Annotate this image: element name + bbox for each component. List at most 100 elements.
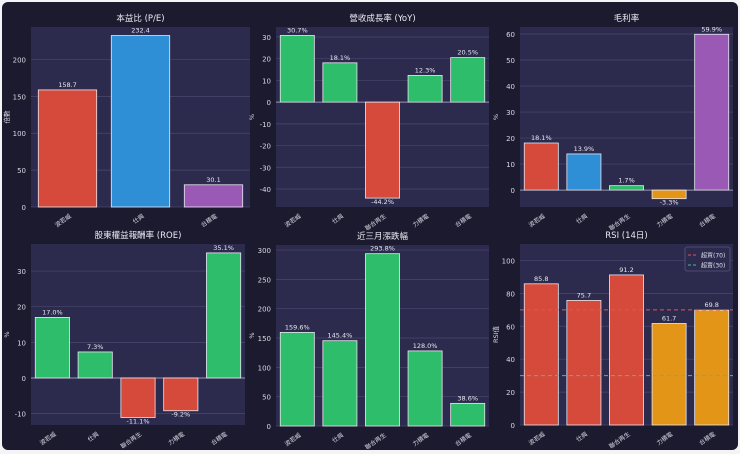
y-tick-label: 50 <box>506 57 515 65</box>
y-axis-label: % <box>248 114 256 120</box>
y-tick-label: -10 <box>260 121 271 129</box>
x-tick-label: 力積電 <box>167 430 186 447</box>
data-label: 145.4% <box>328 332 353 340</box>
chart-title: 毛利率 <box>614 13 640 24</box>
data-label: 75.7 <box>577 291 591 299</box>
y-tick-label: 30 <box>17 268 26 276</box>
x-tick-label: 力積電 <box>655 212 674 229</box>
data-label: 20.5% <box>457 49 478 57</box>
y-tick-label: 50 <box>262 394 271 402</box>
y-tick-label: 20 <box>17 304 26 312</box>
y-tick-label: -10 <box>15 411 26 419</box>
x-tick-label: 仕興 <box>575 430 589 443</box>
x-tick-label: 仕興 <box>86 430 100 443</box>
bar <box>523 283 559 426</box>
legend-entry: 超賣(30) <box>701 262 725 270</box>
y-tick-label: 300 <box>258 247 271 255</box>
bar <box>34 316 70 379</box>
y-tick-label: 60 <box>506 31 515 39</box>
y-tick-label: 0 <box>22 204 26 212</box>
data-label: 61.7 <box>662 314 676 322</box>
bar <box>365 101 400 199</box>
x-tick-label: 聯合再生 <box>363 431 387 451</box>
data-label: 69.8 <box>704 301 718 309</box>
bar <box>322 340 358 427</box>
x-tick-label: 聯合再生 <box>607 212 631 232</box>
y-tick-label: 0 <box>511 422 515 430</box>
legend-entry: 超買(70) <box>701 252 725 260</box>
bar <box>365 253 400 427</box>
x-tick-label: 聯合再生 <box>363 212 387 232</box>
y-tick-label: 250 <box>258 276 271 284</box>
y-tick-label: 0 <box>267 423 271 431</box>
data-label: 17.0% <box>42 308 63 316</box>
data-label: 158.7 <box>58 81 77 89</box>
data-label: 159.6% <box>285 323 310 331</box>
y-tick-label: 50 <box>17 167 26 175</box>
bar <box>322 62 358 103</box>
chart-panel-2: 0 10 20 30 40 50 60 毛利率% 18.1% 波若威 13.9% 仕興 1.7% 聯合再生… <box>492 13 733 232</box>
y-tick-label: 150 <box>258 335 271 343</box>
y-tick-label: 10 <box>17 339 26 347</box>
y-tick-label: 80 <box>506 290 515 298</box>
bar <box>609 185 644 191</box>
y-tick-label: 30 <box>506 109 515 117</box>
chart-panel-0: 0 50 100 150 200 本益比 (P/E) 倍數 158.7 波若威 232.4 仕興 30… <box>2 13 250 229</box>
data-label: -44.2% <box>371 198 394 206</box>
y-tick-label: 100 <box>13 130 26 138</box>
y-tick-label: 0 <box>511 187 515 195</box>
data-label: 232.4 <box>131 27 150 35</box>
y-tick-label: 10 <box>506 161 515 169</box>
data-label: -11.1% <box>127 418 150 426</box>
chart-title: 營收成長率 (YoY) <box>349 13 415 24</box>
y-axis-label: 倍數 <box>2 110 11 124</box>
x-tick-label: 波若威 <box>527 212 546 229</box>
bar <box>407 350 443 427</box>
x-tick-label: 力積電 <box>655 430 674 447</box>
chart-title: 近三月漲跌幅 <box>357 231 409 242</box>
data-label: 128.0% <box>413 342 438 350</box>
x-tick-label: 台積電 <box>454 431 473 448</box>
bar <box>279 331 315 427</box>
bar <box>651 323 687 426</box>
chart-panel-4: 0 50 100 150 200 250 300 近三月漲跌幅% 159.6% 波若威 145.4%… <box>248 231 489 451</box>
data-label: 12.3% <box>415 66 436 74</box>
y-tick-label: 30 <box>262 34 271 42</box>
data-label: 35.1% <box>213 244 234 252</box>
chart-panel-1: -40 -30 -20 -10 0 10 20 30 營收成長率 (YoY)% 30.7% 波若威 1… <box>248 13 489 232</box>
bar <box>694 309 730 426</box>
bar <box>163 377 199 412</box>
data-label: 30.1 <box>206 176 220 184</box>
y-axis-label: RSI值 <box>491 325 500 343</box>
y-tick-label: 200 <box>258 306 271 314</box>
x-tick-label: 波若威 <box>53 212 72 229</box>
y-tick-label: 60 <box>506 323 515 331</box>
legend: 超買(70) 超賣(30) <box>684 246 731 272</box>
bar <box>279 35 315 103</box>
chart-panel-5: 0 20 40 60 80 100 RSI (14日) RSI值 85.8 波若威 75.7 仕興 91… <box>491 231 733 450</box>
x-tick-label: 力積電 <box>411 431 430 448</box>
bar <box>651 189 687 200</box>
data-label: -3.3% <box>660 199 679 207</box>
x-tick-label: 波若威 <box>283 431 302 448</box>
bar <box>566 153 602 191</box>
y-tick-label: 100 <box>502 257 515 265</box>
y-tick-label: -40 <box>260 186 271 194</box>
x-tick-label: 仕興 <box>575 212 589 225</box>
y-tick-label: -20 <box>260 143 271 151</box>
x-tick-label: 力積電 <box>411 212 430 229</box>
chart-title: RSI (14日) <box>605 231 647 241</box>
x-tick-label: 仕興 <box>331 212 345 225</box>
y-axis-label: % <box>492 114 500 120</box>
data-label: 18.1% <box>330 54 351 62</box>
data-label: 7.3% <box>87 343 104 351</box>
bar <box>566 300 602 426</box>
bar <box>450 402 486 427</box>
bar <box>110 35 171 208</box>
y-tick-label: 100 <box>258 364 271 372</box>
chart-panel-3: -10 0 10 20 30 股東權益報酬率 (ROE)% 17.0% 波若威 7.3% 仕興 -1… <box>3 230 245 450</box>
data-label: 91.2 <box>619 266 633 274</box>
x-tick-label: 台積電 <box>209 430 228 447</box>
x-tick-label: 仕興 <box>331 431 345 444</box>
bar <box>609 274 644 426</box>
